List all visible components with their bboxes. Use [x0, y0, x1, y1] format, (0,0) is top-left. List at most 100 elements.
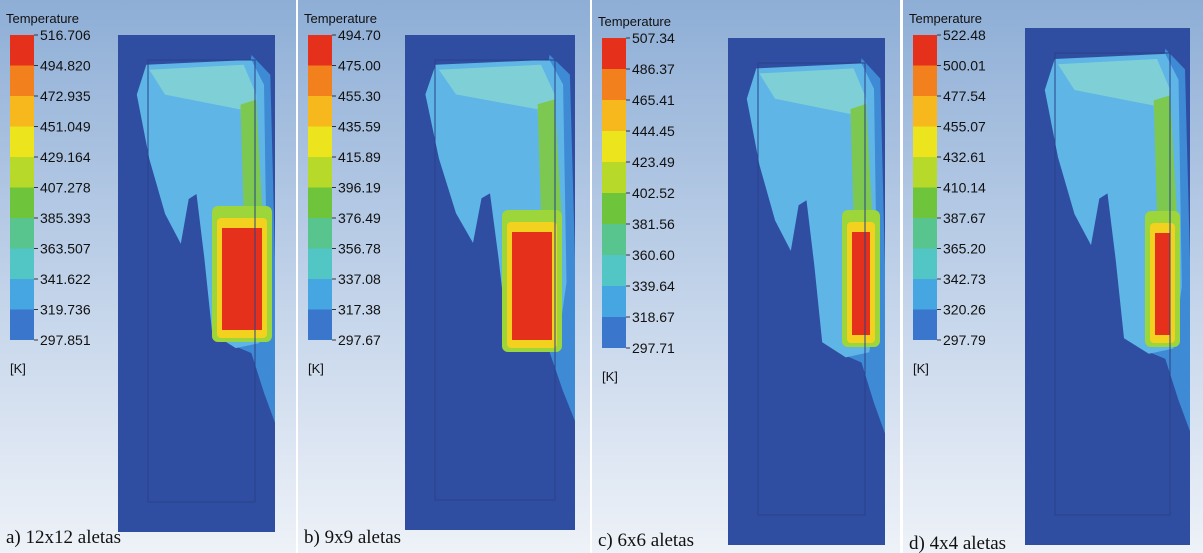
legend-swatch — [308, 127, 332, 158]
legend-label: 522.48 — [943, 27, 986, 43]
legend-label: 365.20 — [943, 241, 986, 257]
legend-label: 319.736 — [40, 302, 91, 318]
legend-label: 381.56 — [632, 216, 675, 232]
legend-swatch — [10, 35, 34, 66]
legend-swatch — [913, 279, 937, 310]
legend-title: Temperature — [6, 11, 79, 26]
legend-unit: [K] — [913, 361, 929, 376]
legend-label: 429.164 — [40, 149, 91, 165]
legend-label: 341.622 — [40, 271, 91, 287]
legend-unit: [K] — [308, 361, 324, 376]
legend-unit: [K] — [602, 369, 618, 384]
figure: Temperature516.706494.820472.935451.0494… — [0, 0, 1203, 553]
legend-swatch — [10, 66, 34, 97]
legend-label: 415.89 — [338, 149, 381, 165]
legend-swatch — [10, 188, 34, 219]
legend-swatch — [10, 279, 34, 310]
legend-label: 455.30 — [338, 88, 381, 104]
legend-swatch — [602, 286, 626, 317]
legend-title: Temperature — [598, 14, 671, 29]
legend-swatch — [308, 279, 332, 310]
legend-label: 376.49 — [338, 210, 381, 226]
legend-label: 500.01 — [943, 58, 986, 74]
legend-label: 387.67 — [943, 210, 986, 226]
legend-label: 455.07 — [943, 119, 986, 135]
caption: c) 6x6 aletas — [598, 530, 694, 551]
legend-swatch — [602, 38, 626, 69]
legend-label: 317.38 — [338, 302, 381, 318]
legend-label: 396.19 — [338, 180, 381, 196]
legend-swatch — [913, 35, 937, 66]
legend-label: 356.78 — [338, 241, 381, 257]
legend-label: 339.64 — [632, 278, 675, 294]
legend-swatch — [913, 157, 937, 188]
legend-label: 477.54 — [943, 88, 986, 104]
legend-label: 337.08 — [338, 271, 381, 287]
legend-swatch — [10, 310, 34, 341]
legend-swatch — [913, 127, 937, 158]
legend-unit: [K] — [10, 361, 26, 376]
legend-swatch — [308, 218, 332, 249]
heater — [1155, 233, 1170, 335]
legend-swatch — [10, 157, 34, 188]
legend-label: 507.34 — [632, 30, 675, 46]
legend-title: Temperature — [909, 11, 982, 26]
legend-swatch — [308, 249, 332, 280]
legend-label: 432.61 — [943, 149, 986, 165]
legend-swatch — [913, 249, 937, 280]
legend-label: 318.67 — [632, 309, 675, 325]
legend-swatch — [602, 131, 626, 162]
legend-swatch — [10, 249, 34, 280]
legend-title: Temperature — [304, 11, 377, 26]
legend-swatch — [913, 66, 937, 97]
legend-label: 297.71 — [632, 340, 675, 356]
legend-swatch — [913, 310, 937, 341]
heater — [852, 232, 870, 335]
legend-swatch — [308, 157, 332, 188]
legend-label: 385.393 — [40, 210, 91, 226]
legend-label: 444.45 — [632, 123, 675, 139]
legend-swatch — [913, 218, 937, 249]
legend-swatch — [602, 162, 626, 193]
legend-label: 320.26 — [943, 302, 986, 318]
legend-swatch — [308, 96, 332, 127]
legend-label: 435.59 — [338, 119, 381, 135]
legend-label: 494.70 — [338, 27, 381, 43]
legend-swatch — [602, 193, 626, 224]
legend-swatch — [602, 317, 626, 348]
contour-panel: Temperature522.48 500.01 477.54 455.07 432.6… — [903, 0, 1203, 553]
legend-label: 297.79 — [943, 332, 986, 348]
legend-label: 475.00 — [338, 58, 381, 74]
caption: d) 4x4 aletas — [909, 533, 1006, 553]
caption: a) 12x12 aletas — [6, 527, 121, 548]
legend-label: 516.706 — [40, 27, 91, 43]
legend-label: 407.278 — [40, 180, 91, 196]
legend-swatch — [602, 69, 626, 100]
legend-swatch — [10, 218, 34, 249]
legend-label: 465.41 — [632, 92, 675, 108]
legend-swatch — [308, 35, 332, 66]
legend-label: 297.851 — [40, 332, 91, 348]
legend-swatch — [602, 100, 626, 131]
legend-swatch — [913, 188, 937, 219]
legend-swatch — [602, 224, 626, 255]
legend-label: 451.049 — [40, 119, 91, 135]
legend-swatch — [308, 310, 332, 341]
legend-label: 363.507 — [40, 241, 91, 257]
legend-label: 472.935 — [40, 88, 91, 104]
heater — [512, 232, 552, 340]
legend-label: 297.67 — [338, 332, 381, 348]
caption: b) 9x9 aletas — [304, 527, 401, 548]
legend-swatch — [308, 188, 332, 219]
legend-label: 423.49 — [632, 154, 675, 170]
legend-label: 410.14 — [943, 180, 986, 196]
legend-label: 402.52 — [632, 185, 675, 201]
legend-label: 486.37 — [632, 61, 675, 77]
legend-swatch — [10, 127, 34, 158]
legend-label: 494.820 — [40, 58, 91, 74]
legend-swatch — [10, 96, 34, 127]
legend-label: 360.60 — [632, 247, 675, 263]
legend-label: 342.73 — [943, 271, 986, 287]
